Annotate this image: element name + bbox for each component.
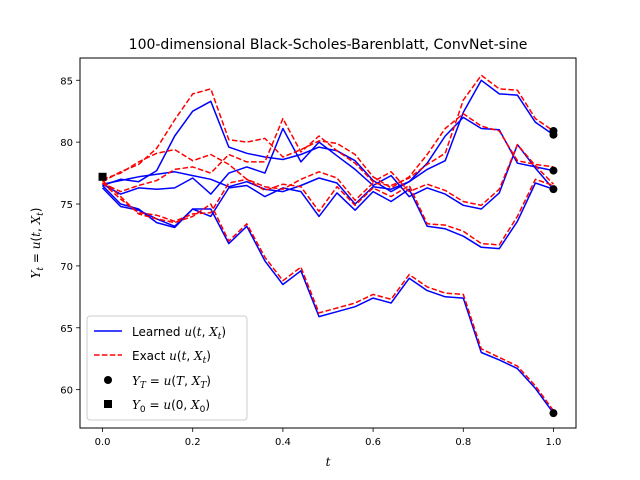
x-axis-title: t xyxy=(326,455,331,469)
learned-path-1 xyxy=(102,79,554,205)
y-axis-title: Yt = u(t, Xt) xyxy=(29,208,46,279)
y-tick-label: 60 xyxy=(60,386,73,397)
legend-exact-label: Exact u(t, Xt) xyxy=(132,349,211,366)
x-tick-label: 0.0 xyxy=(95,437,111,448)
learned-path-3 xyxy=(102,127,555,210)
chart-title: 100-dimensional Black-Scholes-Barenblatt… xyxy=(129,37,528,53)
terminal-value-marker xyxy=(549,166,558,175)
exact-path-3 xyxy=(102,117,555,207)
legend-terminal-marker xyxy=(104,376,112,384)
learned-path-5 xyxy=(101,184,555,414)
y-tick-label: 85 xyxy=(60,76,73,87)
x-axis: 0.0 0.2 0.4 0.6 0.8 1.0 xyxy=(95,428,562,448)
svg-text:Yt = u(t, Xt): Yt = u(t, Xt) xyxy=(29,208,46,279)
legend-learned-label: Learned u(t, Xt) xyxy=(132,325,226,342)
y-tick-label: 80 xyxy=(60,138,73,149)
exact-path-5 xyxy=(102,179,555,412)
legend-terminal-label: YT = u(T, XT) xyxy=(132,374,211,391)
y-tick-label: 75 xyxy=(60,200,73,211)
x-tick-label: 0.4 xyxy=(275,437,291,448)
exact-path-2 xyxy=(102,88,554,189)
x-tick-label: 0.6 xyxy=(365,437,381,448)
y-axis: 60 65 70 75 80 85 xyxy=(60,76,80,397)
exact-path-1 xyxy=(102,74,554,202)
exact-path-4 xyxy=(102,178,554,246)
y-tick-label: 65 xyxy=(60,324,73,335)
initial-value-marker xyxy=(98,172,107,181)
legend-initial-marker xyxy=(104,400,112,408)
y-tick-label: 70 xyxy=(60,262,73,273)
x-tick-label: 0.8 xyxy=(455,437,471,448)
terminal-value-marker xyxy=(549,127,558,136)
terminal-value-marker xyxy=(549,185,558,194)
terminal-value-marker xyxy=(549,409,558,418)
x-tick-label: 1.0 xyxy=(546,437,562,448)
legend: Learned u(t, Xt) Exact u(t, Xt) YT = u(T… xyxy=(86,315,248,421)
legend-initial-label: Y0 = u(0, X0) xyxy=(132,398,210,415)
legend-box xyxy=(86,315,248,421)
axes-frame xyxy=(79,57,577,429)
plot-area xyxy=(98,74,558,418)
x-tick-label: 0.2 xyxy=(185,437,201,448)
